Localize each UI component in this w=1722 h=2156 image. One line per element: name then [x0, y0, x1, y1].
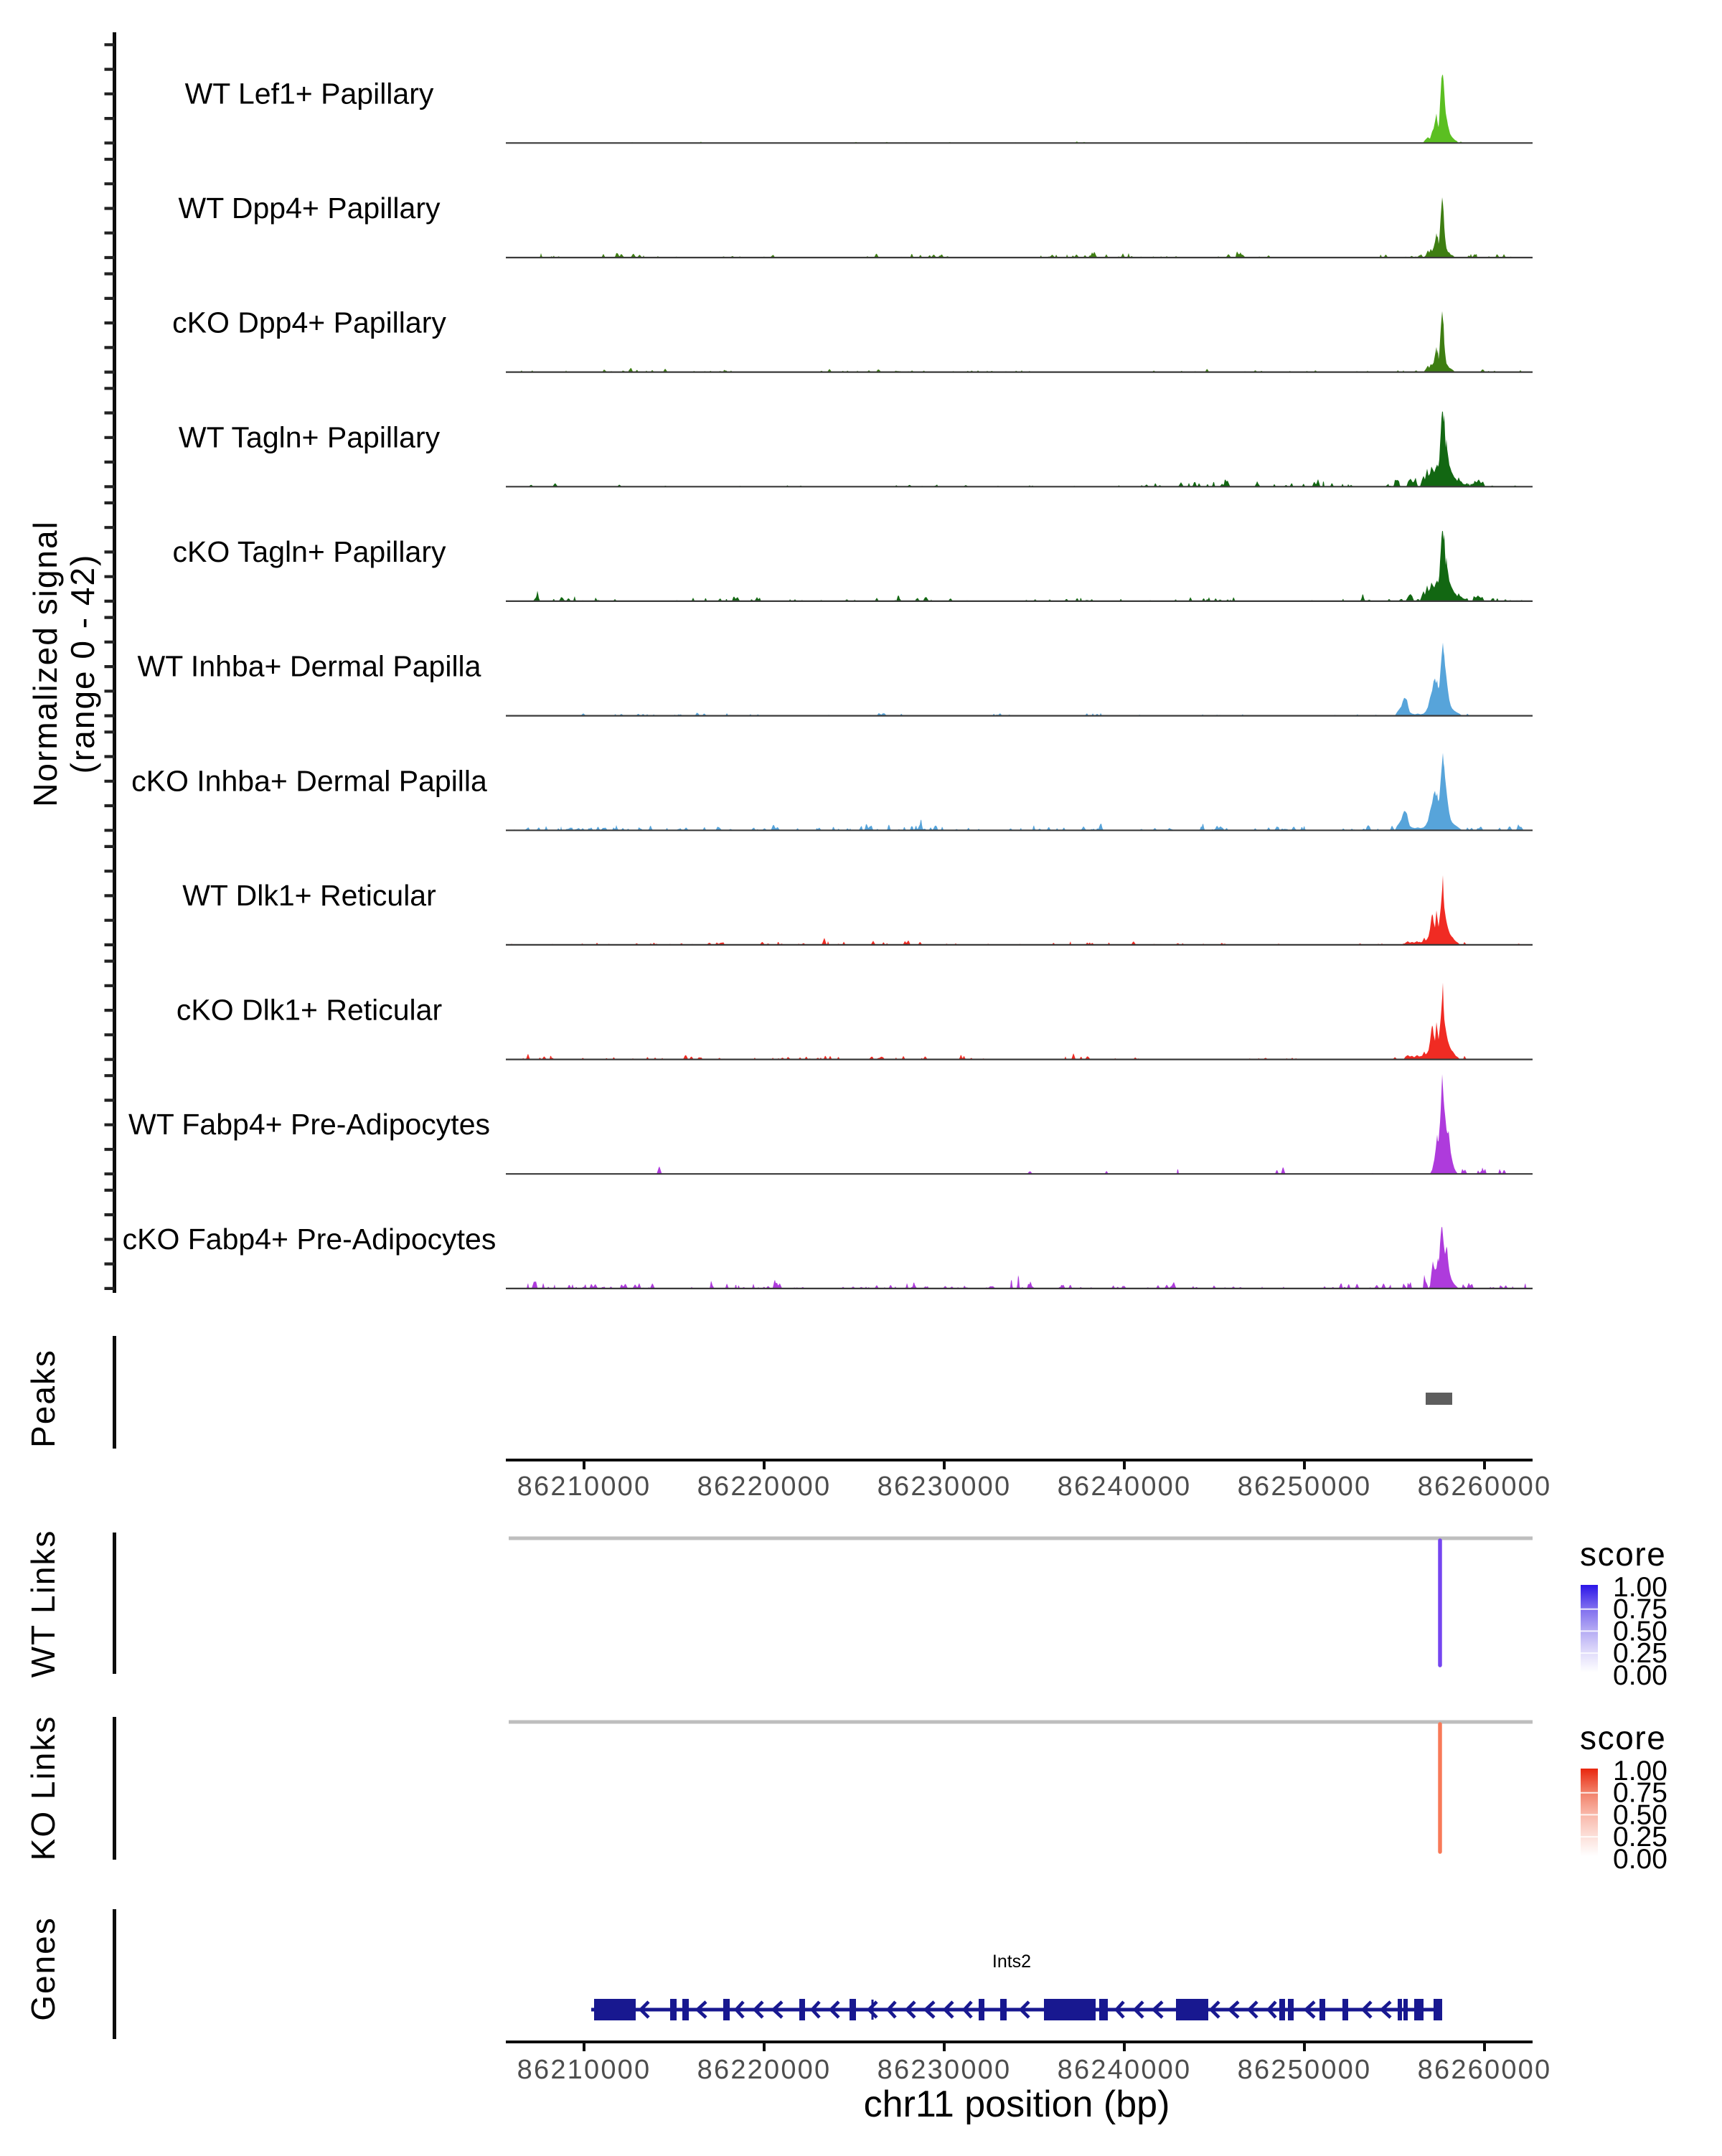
svg-text:0.50: 0.50 [1613, 1799, 1667, 1830]
svg-text:WT Tagln+ Papillary: WT Tagln+ Papillary [179, 420, 441, 453]
svg-text:WT Dpp4+ Papillary: WT Dpp4+ Papillary [179, 192, 441, 225]
svg-text:86250000: 86250000 [1238, 1472, 1372, 1502]
svg-text:Normalized signal: Normalized signal [27, 520, 64, 807]
svg-text:Ints2: Ints2 [992, 1952, 1031, 1972]
svg-text:WT Fabp4+ Pre-Adipocytes: WT Fabp4+ Pre-Adipocytes [128, 1108, 490, 1141]
svg-text:86240000: 86240000 [1058, 1472, 1192, 1502]
svg-text:WT Links: WT Links [24, 1530, 62, 1678]
svg-text:WT Dlk1+ Reticular: WT Dlk1+ Reticular [182, 879, 436, 912]
svg-text:cKO Dpp4+ Papillary: cKO Dpp4+ Papillary [172, 306, 446, 339]
svg-text:cKO Inhba+ Dermal Papilla: cKO Inhba+ Dermal Papilla [131, 764, 487, 797]
svg-text:86230000: 86230000 [878, 1472, 1012, 1502]
svg-text:86240000: 86240000 [1058, 2055, 1192, 2085]
svg-text:(range 0 - 42): (range 0 - 42) [64, 554, 101, 774]
svg-text:0.00: 0.00 [1613, 1844, 1667, 1875]
svg-text:score: score [1580, 1535, 1666, 1573]
svg-text:cKO Fabp4+ Pre-Adipocytes: cKO Fabp4+ Pre-Adipocytes [123, 1223, 497, 1256]
svg-text:86210000: 86210000 [517, 2055, 651, 2085]
svg-text:86210000: 86210000 [517, 1472, 651, 1502]
svg-text:86220000: 86220000 [697, 2055, 832, 2085]
svg-text:Peaks: Peaks [24, 1349, 62, 1448]
svg-text:0.75: 0.75 [1613, 1778, 1667, 1809]
svg-text:86230000: 86230000 [878, 2055, 1012, 2085]
svg-text:1.00: 1.00 [1613, 1756, 1667, 1787]
svg-text:86260000: 86260000 [1418, 1472, 1552, 1502]
svg-text:0.50: 0.50 [1613, 1616, 1667, 1647]
svg-text:0.00: 0.00 [1613, 1660, 1667, 1691]
svg-text:score: score [1580, 1719, 1666, 1756]
svg-text:86250000: 86250000 [1238, 2055, 1372, 2085]
svg-text:WT Lef1+ Papillary: WT Lef1+ Papillary [185, 77, 434, 110]
svg-text:0.25: 0.25 [1613, 1638, 1667, 1669]
svg-text:1.00: 1.00 [1613, 1572, 1667, 1603]
svg-text:KO Links: KO Links [24, 1715, 62, 1861]
svg-text:WT Inhba+ Dermal Papilla: WT Inhba+ Dermal Papilla [138, 650, 481, 683]
svg-text:0.75: 0.75 [1613, 1594, 1667, 1625]
svg-text:86220000: 86220000 [697, 1472, 832, 1502]
svg-text:cKO Tagln+ Papillary: cKO Tagln+ Papillary [173, 535, 446, 568]
svg-text:cKO Dlk1+ Reticular: cKO Dlk1+ Reticular [177, 994, 442, 1027]
svg-text:0.25: 0.25 [1613, 1822, 1667, 1853]
svg-text:chr11 position (bp): chr11 position (bp) [864, 2084, 1170, 2125]
svg-text:86260000: 86260000 [1418, 2055, 1552, 2085]
svg-text:Genes: Genes [24, 1916, 62, 2021]
